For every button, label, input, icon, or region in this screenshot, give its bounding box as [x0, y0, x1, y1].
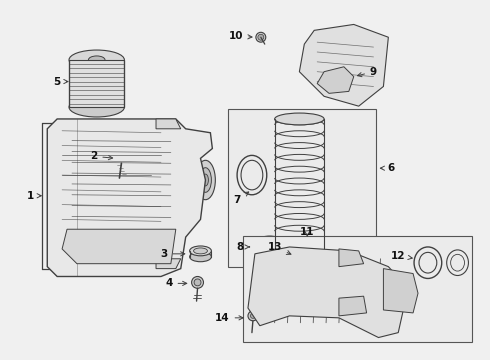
Circle shape	[250, 314, 255, 318]
Circle shape	[323, 38, 331, 46]
Polygon shape	[62, 229, 176, 264]
Polygon shape	[339, 296, 367, 316]
Circle shape	[248, 311, 258, 321]
Text: 9: 9	[358, 67, 377, 77]
Polygon shape	[156, 119, 181, 129]
Ellipse shape	[69, 97, 124, 117]
Text: 8: 8	[237, 242, 249, 252]
Text: 10: 10	[229, 31, 252, 41]
Text: 4: 4	[165, 278, 187, 288]
Ellipse shape	[88, 56, 105, 64]
Ellipse shape	[190, 252, 211, 262]
Polygon shape	[317, 67, 354, 93]
Text: 3: 3	[160, 249, 185, 259]
Text: 13: 13	[268, 242, 291, 255]
Ellipse shape	[69, 50, 124, 70]
Polygon shape	[47, 119, 212, 276]
Circle shape	[294, 254, 304, 264]
Polygon shape	[299, 24, 389, 106]
Text: 2: 2	[90, 151, 113, 161]
Circle shape	[361, 39, 367, 45]
Text: 5: 5	[53, 77, 68, 86]
Circle shape	[194, 279, 201, 286]
Circle shape	[256, 32, 266, 42]
Ellipse shape	[202, 174, 208, 186]
Text: 1: 1	[27, 191, 41, 201]
Ellipse shape	[275, 113, 324, 125]
Text: 7: 7	[233, 192, 249, 205]
Ellipse shape	[275, 255, 324, 267]
Text: 6: 6	[380, 163, 395, 173]
Text: 14: 14	[215, 313, 243, 323]
Ellipse shape	[190, 246, 211, 256]
Ellipse shape	[196, 160, 215, 200]
Ellipse shape	[194, 248, 207, 254]
Bar	[243, 236, 472, 342]
Circle shape	[192, 276, 203, 288]
Bar	[228, 109, 376, 267]
Text: 11: 11	[300, 227, 315, 237]
Polygon shape	[383, 269, 418, 313]
Polygon shape	[248, 247, 408, 338]
Polygon shape	[339, 249, 364, 267]
Text: 12: 12	[391, 251, 412, 261]
Circle shape	[117, 153, 126, 163]
Ellipse shape	[199, 168, 211, 192]
Polygon shape	[156, 259, 181, 269]
Polygon shape	[69, 60, 124, 107]
Circle shape	[258, 34, 264, 40]
Bar	[67, 136, 176, 229]
